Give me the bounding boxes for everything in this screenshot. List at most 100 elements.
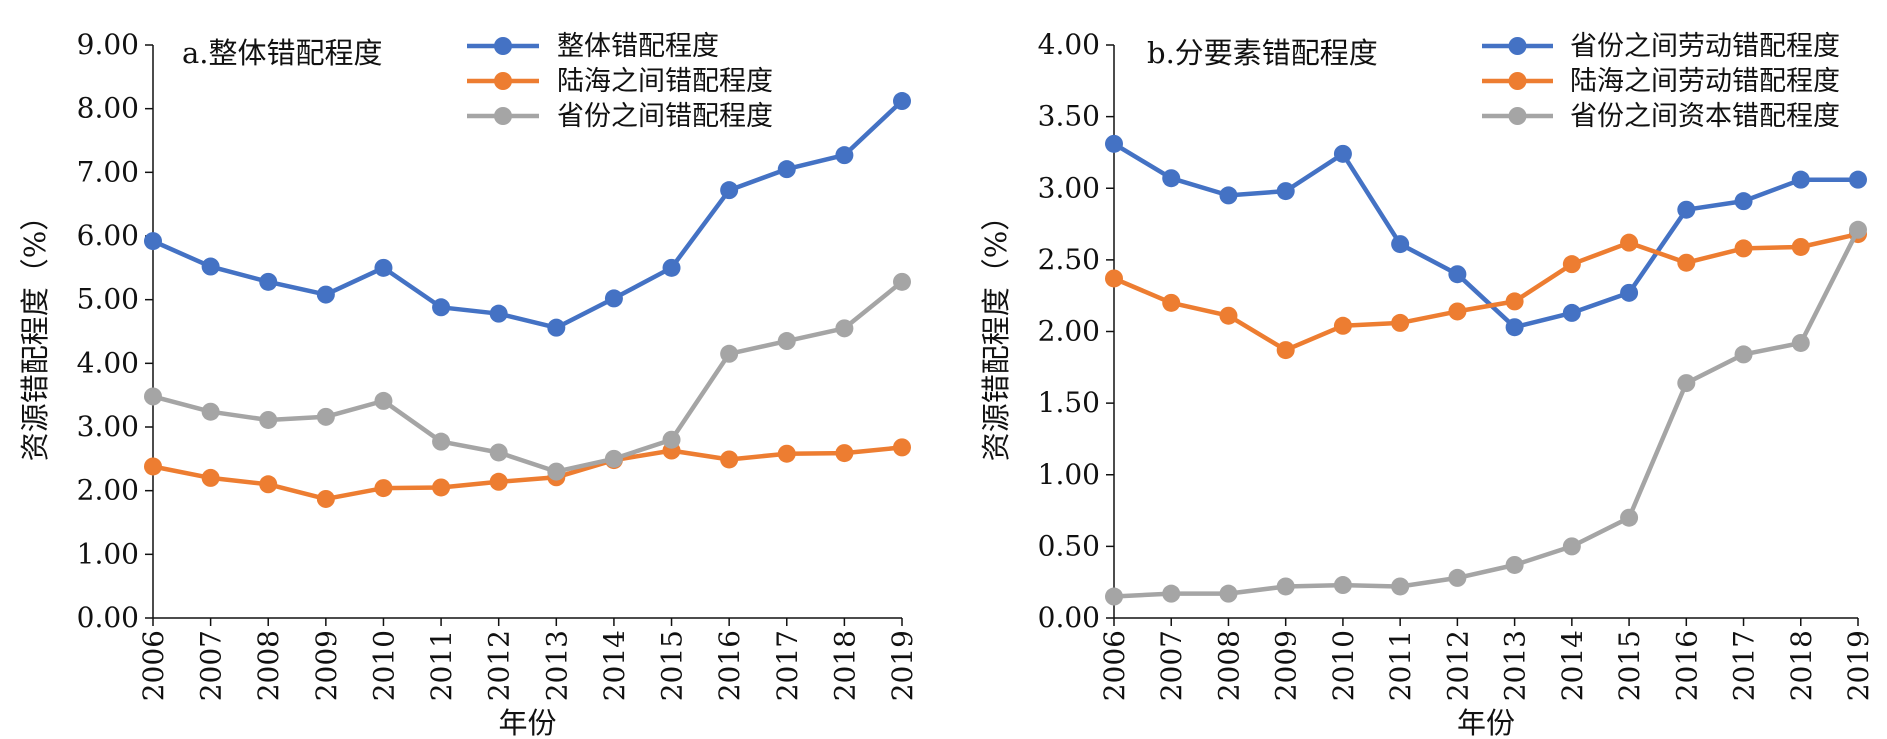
x-tick-label: 2019 [886, 630, 919, 701]
data-point [1620, 508, 1639, 527]
data-point [1562, 303, 1581, 322]
data-point [1505, 555, 1524, 574]
data-point [432, 432, 451, 451]
data-point [893, 92, 911, 111]
x-tick-label: 2015 [656, 630, 689, 701]
y-tick-label: 0.00 [1038, 601, 1100, 634]
data-point [720, 344, 739, 363]
data-point [1620, 283, 1639, 302]
data-point [1105, 587, 1123, 606]
data-point [1276, 577, 1295, 596]
data-point [777, 332, 796, 351]
data-point [1791, 170, 1810, 189]
data-point [662, 258, 681, 277]
y-tick-label: 0.00 [77, 601, 139, 634]
data-point [1219, 584, 1238, 603]
legend-marker [1508, 107, 1527, 125]
data-point [1276, 182, 1295, 201]
x-tick-label: 2017 [771, 630, 804, 701]
chart-panel-b: 0.00 0.50 1.00 1.50 2.00 2.50 3.00 3.50 4.00 2006… [979, 28, 1875, 739]
x-tick-label: 2013 [1499, 630, 1532, 701]
data-point [259, 410, 278, 429]
data-point [604, 449, 623, 468]
data-point [316, 407, 335, 426]
data-point [144, 232, 162, 251]
data-point [1505, 292, 1524, 311]
y-tick-label: 1.00 [77, 537, 139, 570]
data-point [1734, 192, 1753, 211]
x-tick-label: 2014 [598, 630, 631, 701]
legend-marker [1508, 72, 1527, 90]
x-tick-label: 2007 [195, 630, 228, 701]
x-tick-label: 2012 [483, 630, 516, 701]
data-point [1620, 233, 1639, 252]
legend-label: 整体错配程度 [557, 31, 719, 62]
data-point [1333, 576, 1352, 595]
data-point [835, 319, 854, 338]
data-point [432, 478, 451, 497]
x-tick-label: 2018 [1785, 630, 1818, 701]
data-point [777, 444, 796, 463]
data-point [374, 479, 393, 498]
series-line-2 [1113, 231, 1859, 353]
x-axis-title: 年份 [1457, 706, 1515, 739]
data-point [893, 438, 911, 457]
data-point [1162, 584, 1181, 603]
data-point [432, 298, 451, 317]
y-tick-label: 8.00 [77, 92, 139, 125]
x-tick-label: 2011 [1384, 630, 1417, 701]
data-point [1219, 186, 1238, 205]
series-line-1 [152, 99, 904, 330]
x-tick-label: 2010 [367, 630, 400, 701]
data-point [374, 391, 393, 410]
data-point [1734, 239, 1753, 258]
data-point [1391, 313, 1410, 332]
data-point [662, 430, 681, 449]
data-point [259, 475, 278, 494]
data-point [1562, 537, 1581, 556]
x-tick-label: 2006 [137, 630, 170, 701]
data-point [316, 285, 335, 304]
y-tick-label: 6.00 [77, 219, 139, 252]
y-axis-title: 资源错配程度（%） [979, 202, 1013, 462]
data-point [547, 318, 566, 337]
data-point [777, 160, 796, 179]
data-point [316, 489, 335, 508]
data-point [1677, 200, 1696, 219]
data-point [1105, 269, 1123, 288]
x-tick-label: 2013 [540, 630, 573, 701]
y-tick-label: 1.50 [1038, 386, 1100, 419]
y-tick-label: 3.50 [1038, 100, 1100, 133]
series-line-2 [152, 445, 903, 502]
legend-marker [494, 72, 512, 90]
x-tick-label: 2009 [310, 630, 343, 701]
data-point [1505, 318, 1524, 337]
y-tick-label: 2.50 [1038, 243, 1100, 276]
data-point [547, 462, 566, 481]
y-tick-label: 3.00 [1038, 171, 1100, 204]
y-tick-label: 4.00 [77, 346, 139, 379]
x-tick-label: 2009 [1270, 630, 1303, 701]
x-tick-label: 2011 [425, 630, 458, 701]
data-point [1677, 374, 1696, 393]
data-point [1162, 169, 1181, 188]
data-point [1391, 235, 1410, 254]
x-tick-label: 2008 [252, 630, 285, 701]
data-point [1276, 341, 1295, 360]
y-tick-label: 5.00 [77, 283, 139, 316]
x-tick-label: 2008 [1212, 630, 1245, 701]
data-point [1162, 293, 1181, 312]
legend-marker [494, 37, 512, 55]
series-line-3 [1113, 228, 1861, 599]
data-point [259, 272, 278, 291]
data-point [893, 272, 911, 291]
data-point [835, 146, 854, 165]
y-tick-label: 0.50 [1038, 529, 1100, 562]
data-point [201, 468, 220, 487]
x-tick-label: 2016 [1670, 630, 1703, 701]
data-point [835, 444, 854, 463]
legend-label: 陆海之间劳动错配程度 [1570, 66, 1840, 97]
y-tick-label: 7.00 [77, 155, 139, 188]
x-tick-label: 2007 [1155, 630, 1188, 701]
